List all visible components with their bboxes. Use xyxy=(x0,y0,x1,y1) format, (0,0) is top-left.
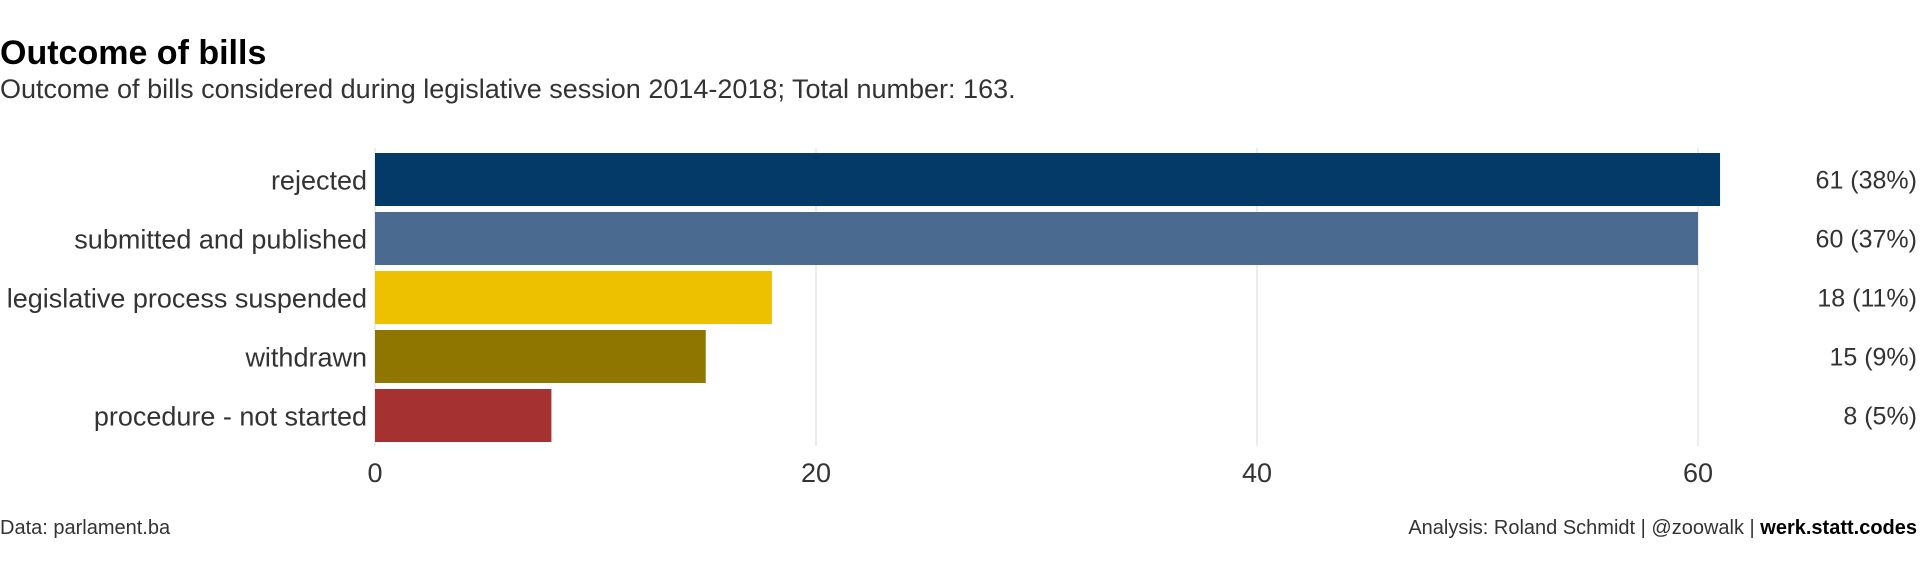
category-label: withdrawn xyxy=(244,343,367,373)
caption-credit: Analysis: Roland Schmidt | @zoowalk | we… xyxy=(1408,517,1917,539)
x-tick-label: 20 xyxy=(801,458,831,488)
category-labels: rejected submitted and published legislati… xyxy=(7,166,367,432)
bar xyxy=(375,389,552,442)
bar xyxy=(375,212,1698,265)
category-label: legislative process suspended xyxy=(7,284,367,314)
value-labels: 61 (38%) 60 (37%) 18 (11%) 15 (9%) 8 (5%) xyxy=(1816,167,1917,431)
x-axis-ticks: 0 20 40 60 xyxy=(367,458,1713,488)
category-label: procedure - not started xyxy=(94,402,367,432)
bar xyxy=(375,153,1721,206)
caption-source: Data: parlament.ba xyxy=(0,517,171,539)
category-label: rejected xyxy=(271,166,367,196)
bar xyxy=(375,330,706,383)
bars xyxy=(375,153,1721,442)
value-label: 8 (5%) xyxy=(1843,403,1917,431)
x-tick-label: 40 xyxy=(1242,458,1272,488)
caption-credit-site: werk.statt.codes xyxy=(1759,517,1917,539)
chart-subtitle: Outcome of bills considered during legis… xyxy=(0,74,1016,104)
chart-title: Outcome of bills xyxy=(0,34,266,72)
category-label: submitted and published xyxy=(74,225,367,255)
value-label: 60 (37%) xyxy=(1816,226,1917,254)
x-tick-label: 0 xyxy=(367,458,382,488)
caption-credit-plain: Analysis: Roland Schmidt | @zoowalk | xyxy=(1408,517,1760,539)
x-tick-label: 60 xyxy=(1683,458,1713,488)
value-label: 18 (11%) xyxy=(1817,285,1917,313)
value-label: 61 (38%) xyxy=(1816,167,1917,195)
bar xyxy=(375,271,772,324)
value-label: 15 (9%) xyxy=(1829,344,1917,372)
